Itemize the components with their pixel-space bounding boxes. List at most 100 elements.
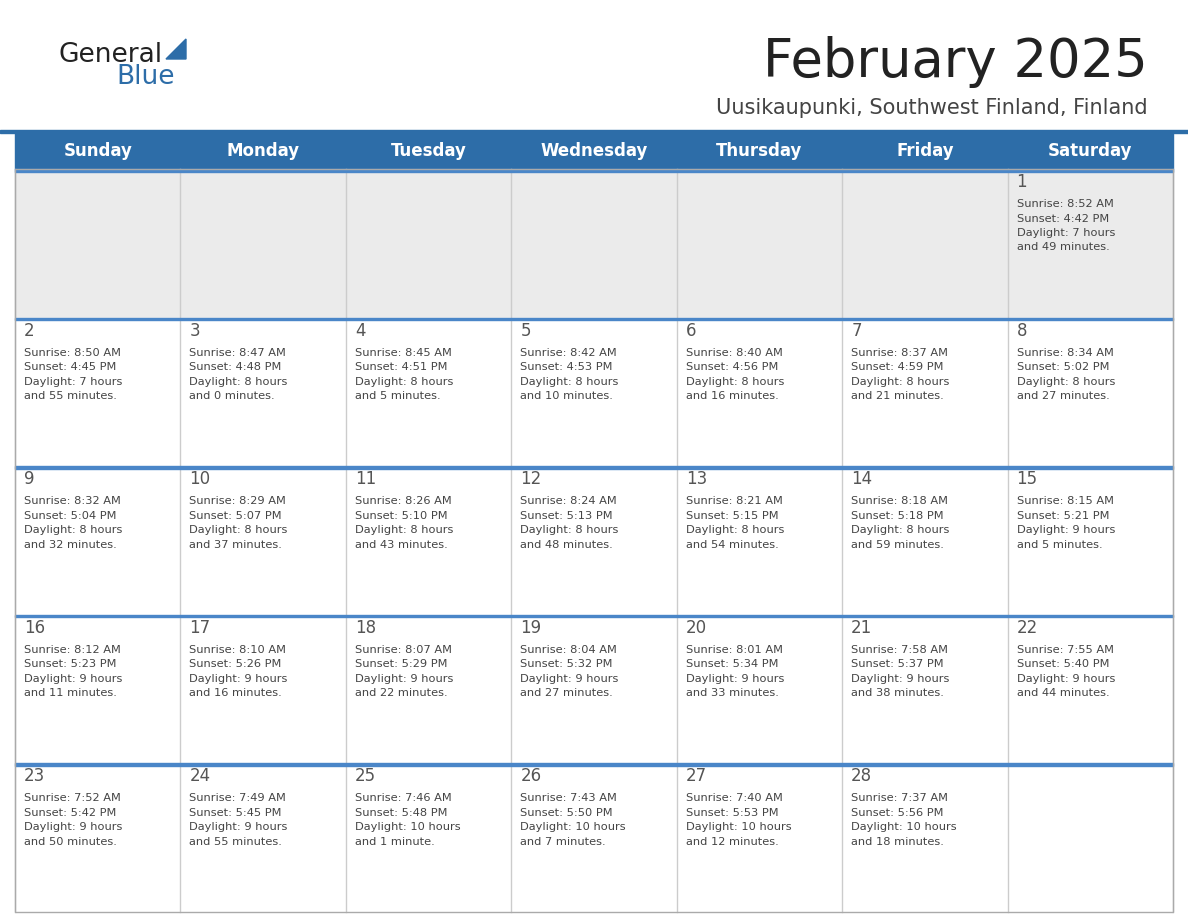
Bar	[15, 318, 1173, 320]
Text: and 55 minutes.: and 55 minutes.	[24, 391, 116, 401]
Text: Daylight: 9 hours: Daylight: 9 hours	[24, 674, 122, 684]
Text: Daylight: 10 hours: Daylight: 10 hours	[685, 823, 791, 833]
Text: Sunset: 5:42 PM: Sunset: 5:42 PM	[24, 808, 116, 818]
Bar	[15, 764, 1173, 766]
Bar	[15, 615, 1173, 617]
Text: Sunset: 5:04 PM: Sunset: 5:04 PM	[24, 510, 116, 521]
Text: 5: 5	[520, 321, 531, 340]
Text: and 5 minutes.: and 5 minutes.	[355, 391, 441, 401]
Text: and 32 minutes.: and 32 minutes.	[24, 540, 116, 550]
Text: 16: 16	[24, 619, 45, 637]
Text: and 59 minutes.: and 59 minutes.	[851, 540, 944, 550]
Text: Daylight: 8 hours: Daylight: 8 hours	[851, 376, 949, 386]
Text: Daylight: 8 hours: Daylight: 8 hours	[520, 525, 619, 535]
Bar	[15, 466, 1173, 615]
Text: Sunrise: 8:24 AM: Sunrise: 8:24 AM	[520, 497, 617, 506]
Text: 19: 19	[520, 619, 542, 637]
Text: Sunday: Sunday	[63, 142, 132, 160]
Bar	[15, 764, 1173, 912]
Text: Daylight: 10 hours: Daylight: 10 hours	[520, 823, 626, 833]
Text: 23: 23	[24, 767, 45, 786]
Text: Daylight: 7 hours: Daylight: 7 hours	[1017, 228, 1116, 238]
Text: Sunrise: 7:46 AM: Sunrise: 7:46 AM	[355, 793, 451, 803]
Text: and 38 minutes.: and 38 minutes.	[851, 688, 944, 699]
Text: 22: 22	[1017, 619, 1038, 637]
Text: 7: 7	[851, 321, 861, 340]
Bar	[15, 169, 1173, 912]
Text: 13: 13	[685, 470, 707, 488]
Text: Sunset: 4:56 PM: Sunset: 4:56 PM	[685, 362, 778, 372]
Text: Daylight: 8 hours: Daylight: 8 hours	[685, 376, 784, 386]
Text: Sunset: 5:10 PM: Sunset: 5:10 PM	[355, 510, 448, 521]
Text: Sunrise: 7:43 AM: Sunrise: 7:43 AM	[520, 793, 617, 803]
Text: 15: 15	[1017, 470, 1037, 488]
Bar	[15, 133, 1173, 169]
Text: and 27 minutes.: and 27 minutes.	[520, 688, 613, 699]
Text: 21: 21	[851, 619, 872, 637]
Text: Daylight: 10 hours: Daylight: 10 hours	[355, 823, 461, 833]
Text: Friday: Friday	[896, 142, 954, 160]
Text: and 7 minutes.: and 7 minutes.	[520, 837, 606, 847]
Text: Daylight: 9 hours: Daylight: 9 hours	[685, 674, 784, 684]
Text: Sunrise: 8:32 AM: Sunrise: 8:32 AM	[24, 497, 121, 506]
Text: and 12 minutes.: and 12 minutes.	[685, 837, 778, 847]
Text: Daylight: 9 hours: Daylight: 9 hours	[520, 674, 619, 684]
Text: 27: 27	[685, 767, 707, 786]
Text: and 0 minutes.: and 0 minutes.	[189, 391, 276, 401]
Text: Daylight: 8 hours: Daylight: 8 hours	[24, 525, 122, 535]
Text: Daylight: 8 hours: Daylight: 8 hours	[189, 376, 287, 386]
Text: Sunset: 5:45 PM: Sunset: 5:45 PM	[189, 808, 282, 818]
Text: Sunrise: 8:50 AM: Sunrise: 8:50 AM	[24, 348, 121, 358]
Text: and 37 minutes.: and 37 minutes.	[189, 540, 283, 550]
Text: Sunset: 5:07 PM: Sunset: 5:07 PM	[189, 510, 282, 521]
Text: and 27 minutes.: and 27 minutes.	[1017, 391, 1110, 401]
Text: Daylight: 9 hours: Daylight: 9 hours	[355, 674, 454, 684]
Text: Sunset: 5:37 PM: Sunset: 5:37 PM	[851, 659, 943, 669]
Polygon shape	[166, 39, 187, 59]
Text: Sunset: 4:42 PM: Sunset: 4:42 PM	[1017, 214, 1108, 223]
Bar	[15, 466, 1173, 469]
Text: 24: 24	[189, 767, 210, 786]
Text: Sunrise: 8:26 AM: Sunrise: 8:26 AM	[355, 497, 451, 506]
Text: Sunrise: 8:29 AM: Sunrise: 8:29 AM	[189, 497, 286, 506]
Text: and 16 minutes.: and 16 minutes.	[685, 391, 778, 401]
Text: 8: 8	[1017, 321, 1028, 340]
Text: Sunset: 5:18 PM: Sunset: 5:18 PM	[851, 510, 943, 521]
Text: Sunrise: 8:45 AM: Sunrise: 8:45 AM	[355, 348, 451, 358]
Text: and 55 minutes.: and 55 minutes.	[189, 837, 283, 847]
Text: and 50 minutes.: and 50 minutes.	[24, 837, 116, 847]
Text: and 5 minutes.: and 5 minutes.	[1017, 540, 1102, 550]
Text: Daylight: 9 hours: Daylight: 9 hours	[1017, 525, 1116, 535]
Text: Sunset: 4:59 PM: Sunset: 4:59 PM	[851, 362, 943, 372]
Text: Sunrise: 8:07 AM: Sunrise: 8:07 AM	[355, 644, 451, 655]
Text: Sunrise: 8:34 AM: Sunrise: 8:34 AM	[1017, 348, 1113, 358]
Text: and 49 minutes.: and 49 minutes.	[1017, 242, 1110, 252]
Text: and 43 minutes.: and 43 minutes.	[355, 540, 448, 550]
Text: 28: 28	[851, 767, 872, 786]
Text: 1: 1	[1017, 173, 1028, 191]
Text: Sunset: 5:15 PM: Sunset: 5:15 PM	[685, 510, 778, 521]
Text: Daylight: 9 hours: Daylight: 9 hours	[851, 674, 949, 684]
Text: and 33 minutes.: and 33 minutes.	[685, 688, 778, 699]
Text: Sunset: 5:56 PM: Sunset: 5:56 PM	[851, 808, 943, 818]
Text: Daylight: 7 hours: Daylight: 7 hours	[24, 376, 122, 386]
Text: Sunset: 5:34 PM: Sunset: 5:34 PM	[685, 659, 778, 669]
Text: Sunset: 5:48 PM: Sunset: 5:48 PM	[355, 808, 448, 818]
Text: 26: 26	[520, 767, 542, 786]
Text: Sunset: 5:53 PM: Sunset: 5:53 PM	[685, 808, 778, 818]
Text: 11: 11	[355, 470, 377, 488]
Text: 25: 25	[355, 767, 375, 786]
Text: Sunset: 4:53 PM: Sunset: 4:53 PM	[520, 362, 613, 372]
Text: 9: 9	[24, 470, 34, 488]
Text: and 11 minutes.: and 11 minutes.	[24, 688, 116, 699]
Text: Sunrise: 7:52 AM: Sunrise: 7:52 AM	[24, 793, 121, 803]
Text: Thursday: Thursday	[716, 142, 803, 160]
Text: Sunrise: 7:40 AM: Sunrise: 7:40 AM	[685, 793, 783, 803]
Text: 18: 18	[355, 619, 375, 637]
Text: Daylight: 8 hours: Daylight: 8 hours	[520, 376, 619, 386]
Text: Sunset: 5:13 PM: Sunset: 5:13 PM	[520, 510, 613, 521]
Bar	[15, 169, 1173, 318]
Text: and 16 minutes.: and 16 minutes.	[189, 688, 283, 699]
Text: Daylight: 9 hours: Daylight: 9 hours	[189, 823, 287, 833]
Text: 14: 14	[851, 470, 872, 488]
